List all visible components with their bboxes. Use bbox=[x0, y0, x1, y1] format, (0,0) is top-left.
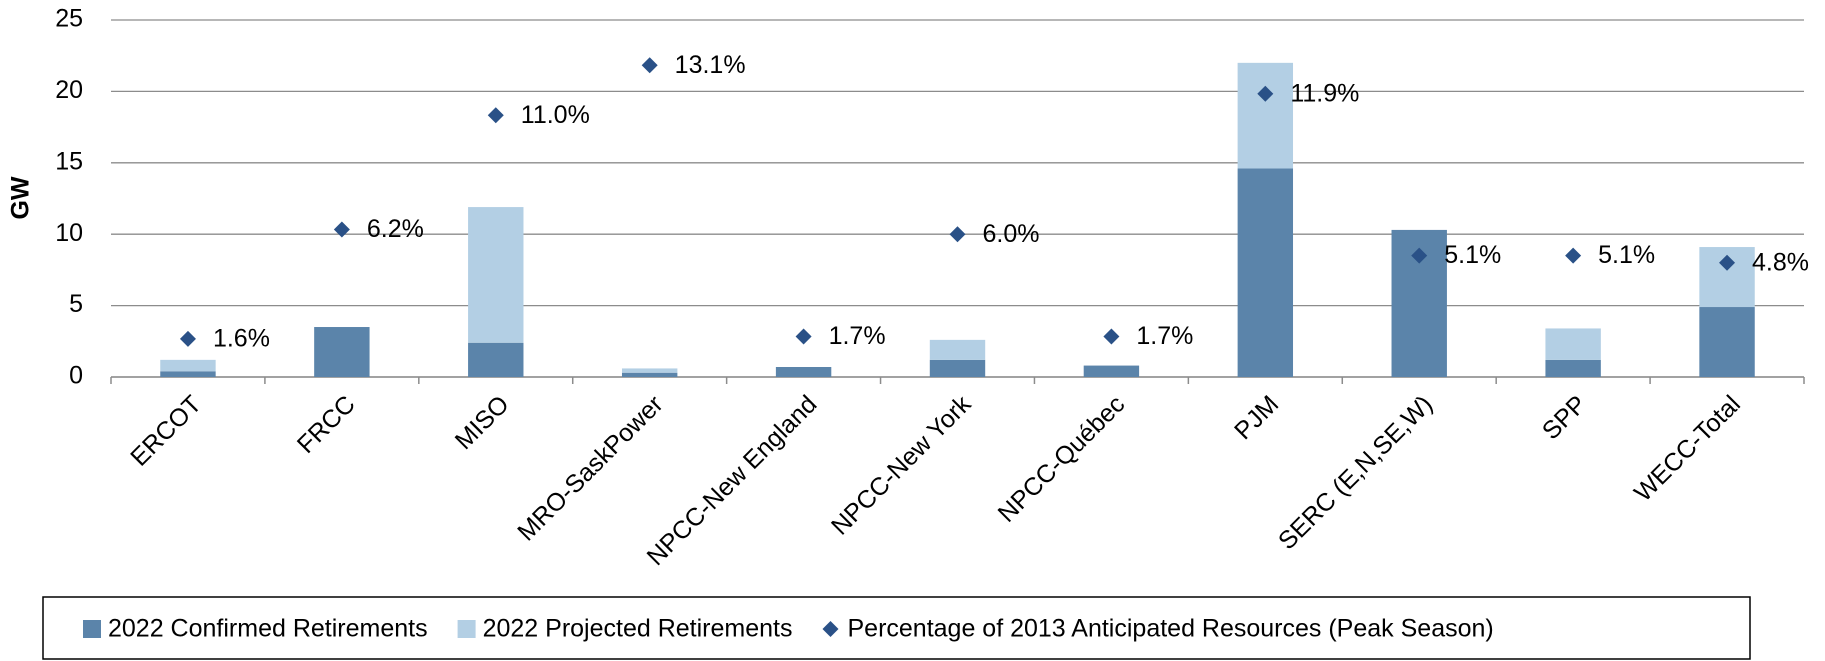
x-tick-label: NPCC-Québec bbox=[993, 390, 1131, 528]
y-tick-label: 20 bbox=[55, 76, 83, 104]
bar-segment bbox=[160, 359, 216, 372]
data-label: 4.8% bbox=[1752, 248, 1809, 276]
y-axis-title: GW bbox=[7, 176, 35, 219]
bar-segment bbox=[929, 339, 986, 360]
diamond-marker bbox=[1103, 328, 1120, 345]
x-tick-label: MRO-SaskPower bbox=[512, 390, 668, 546]
bar-segment bbox=[1699, 307, 1755, 377]
legend-box bbox=[42, 596, 1751, 660]
x-tick-label: WECC-Total bbox=[1629, 390, 1746, 507]
bar-segment bbox=[1083, 365, 1140, 377]
legend-swatch bbox=[83, 620, 101, 638]
x-tick-label: FRCC bbox=[292, 390, 361, 459]
data-label: 5.1% bbox=[1598, 241, 1655, 269]
data-label: 1.7% bbox=[829, 322, 886, 350]
data-label: 11.9% bbox=[1290, 79, 1359, 107]
bar-segment bbox=[468, 207, 524, 343]
legend-marker bbox=[822, 621, 839, 637]
data-label: 5.1% bbox=[1444, 241, 1501, 269]
diamond-marker bbox=[1719, 254, 1736, 271]
legend-label: 2022 Confirmed Retirements bbox=[108, 615, 428, 643]
legend-label: Percentage of 2013 Anticipated Resources… bbox=[847, 615, 1493, 643]
bar-segment bbox=[468, 342, 524, 377]
bar-segment bbox=[160, 371, 216, 377]
x-tick-label: MISO bbox=[450, 390, 515, 455]
y-tick-label: 5 bbox=[69, 290, 83, 318]
diamond-marker bbox=[179, 330, 196, 347]
bar-segment bbox=[775, 367, 832, 377]
diamond-marker bbox=[1411, 247, 1428, 264]
diamond-marker bbox=[487, 107, 504, 124]
data-label: 6.2% bbox=[367, 215, 424, 243]
bar-segment bbox=[1545, 328, 1601, 360]
diamond-marker bbox=[641, 57, 658, 74]
diamond-marker bbox=[333, 221, 350, 238]
data-label: 1.7% bbox=[1136, 322, 1193, 350]
bar-segment bbox=[1237, 62, 1294, 169]
data-label: 6.0% bbox=[983, 220, 1040, 248]
y-tick-label: 10 bbox=[55, 219, 83, 247]
bar-segment bbox=[1237, 168, 1294, 377]
legend-swatch bbox=[457, 620, 476, 638]
data-label: 11.0% bbox=[521, 101, 590, 129]
y-tick-label: 0 bbox=[69, 362, 83, 390]
x-tick-label: SPP bbox=[1537, 390, 1592, 445]
bar-segment bbox=[1545, 359, 1601, 377]
diamond-marker bbox=[949, 226, 966, 243]
diamond-marker bbox=[1257, 85, 1274, 102]
x-tick-label: PJM bbox=[1229, 390, 1284, 445]
bar-segment bbox=[314, 327, 370, 377]
y-tick-label: 15 bbox=[55, 147, 83, 175]
data-label: 13.1% bbox=[675, 51, 746, 79]
x-tick-label: NPCC-New England bbox=[642, 390, 823, 571]
x-tick-label: ERCOT bbox=[125, 390, 207, 472]
x-tick-label: SERC (E,N,SE,W) bbox=[1273, 390, 1438, 555]
diamond-marker bbox=[1565, 247, 1582, 264]
bar-segment bbox=[621, 368, 678, 373]
legend-label: 2022 Projected Retirements bbox=[483, 615, 793, 643]
x-tick-label: NPCC-New York bbox=[826, 390, 977, 541]
y-tick-label: 25 bbox=[55, 5, 83, 33]
bar-segment bbox=[621, 372, 678, 377]
data-label: 1.6% bbox=[213, 325, 270, 353]
diamond-marker bbox=[795, 328, 812, 345]
bar-segment bbox=[929, 359, 986, 377]
